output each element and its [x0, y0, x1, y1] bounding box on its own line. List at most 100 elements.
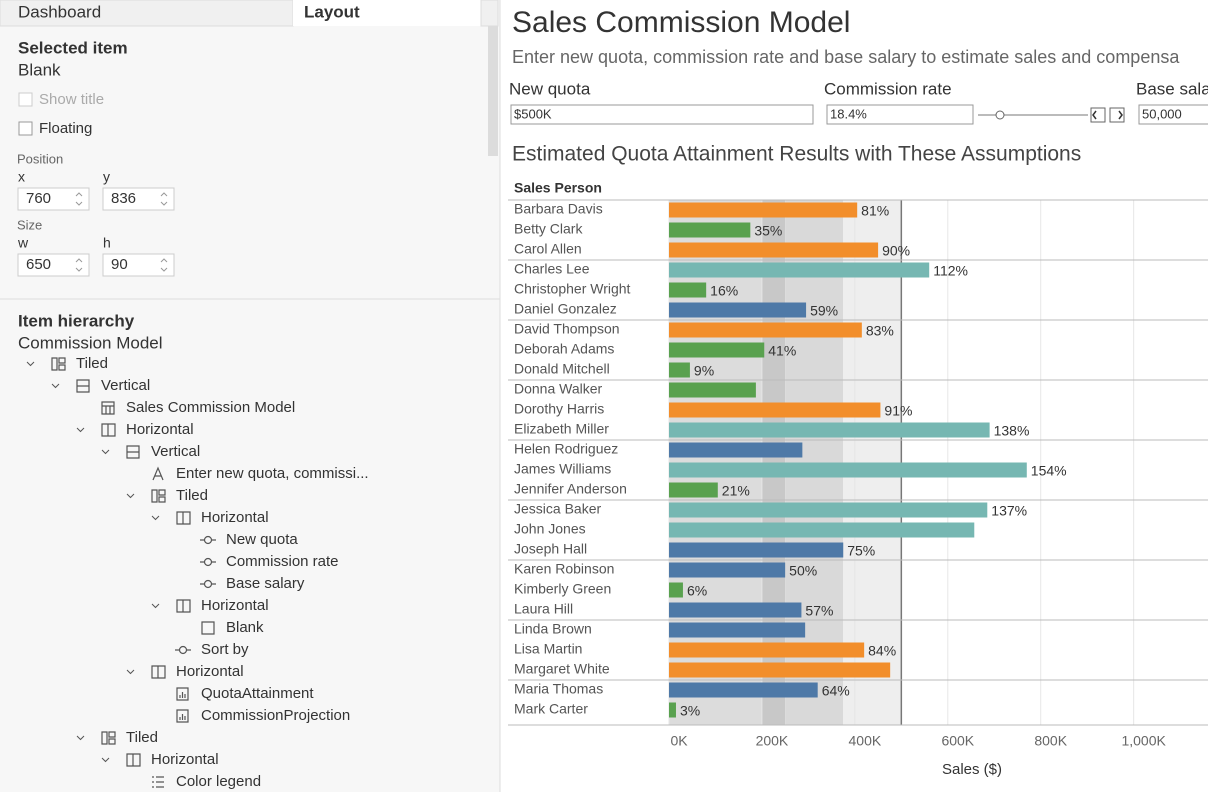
- bar[interactable]: [669, 682, 818, 698]
- tree-item[interactable]: Blank: [226, 619, 264, 636]
- category-label[interactable]: Carol Allen: [514, 241, 582, 257]
- bar[interactable]: [669, 342, 765, 358]
- step-button[interactable]: [1109, 107, 1125, 123]
- chevron[interactable]: [151, 603, 160, 609]
- tree-item[interactable]: Vertical: [101, 377, 150, 394]
- bar[interactable]: [669, 242, 879, 258]
- tree-item[interactable]: QuotaAttainment: [201, 685, 314, 702]
- input-box[interactable]: [1138, 104, 1208, 125]
- tree-item[interactable]: Tiled: [126, 729, 158, 746]
- category-label[interactable]: Mark Carter: [514, 701, 588, 717]
- category-label[interactable]: Donna Walker: [514, 381, 603, 397]
- bar[interactable]: [669, 222, 751, 238]
- category-label[interactable]: Karen Robinson: [514, 561, 614, 577]
- bar[interactable]: [669, 322, 862, 338]
- category-label[interactable]: Laura Hill: [514, 601, 573, 617]
- category-label[interactable]: Betty Clark: [514, 221, 583, 237]
- bar[interactable]: [669, 262, 930, 278]
- bar[interactable]: [669, 522, 975, 538]
- bar[interactable]: [669, 362, 690, 378]
- input-box[interactable]: [510, 104, 814, 125]
- tab[interactable]: Layout: [304, 2, 360, 21]
- bar[interactable]: [669, 402, 881, 418]
- spin-box[interactable]: [17, 253, 90, 277]
- category-label[interactable]: Maria Thomas: [514, 681, 603, 697]
- bar[interactable]: [669, 462, 1027, 478]
- spin-arrows[interactable]: [160, 258, 168, 272]
- category-label[interactable]: Deborah Adams: [514, 341, 614, 357]
- tree-item[interactable]: Horizontal: [176, 663, 244, 680]
- spin-arrows[interactable]: [160, 192, 168, 206]
- bar[interactable]: [669, 642, 865, 658]
- chevron[interactable]: [101, 757, 110, 763]
- tab[interactable]: Dashboard: [18, 2, 101, 21]
- spin-arrows[interactable]: [75, 258, 83, 272]
- bar[interactable]: [669, 422, 990, 438]
- category-label[interactable]: John Jones: [514, 521, 586, 537]
- slider-knob[interactable]: [995, 110, 1005, 120]
- tree-item[interactable]: Vertical: [151, 443, 200, 460]
- tree-item[interactable]: Commission rate: [226, 553, 339, 570]
- category-label[interactable]: Christopher Wright: [514, 281, 631, 297]
- chevron[interactable]: [126, 493, 135, 499]
- tree-item[interactable]: Sort by: [201, 641, 249, 658]
- tree-item[interactable]: Horizontal: [126, 421, 194, 438]
- bar[interactable]: [669, 202, 858, 218]
- category-label[interactable]: Daniel Gonzalez: [514, 301, 617, 317]
- category-label[interactable]: Lisa Martin: [514, 641, 582, 657]
- tree-item[interactable]: Horizontal: [151, 751, 219, 768]
- category-label[interactable]: Dorothy Harris: [514, 401, 604, 417]
- category-label[interactable]: Helen Rodriguez: [514, 441, 618, 457]
- bar[interactable]: [669, 482, 718, 498]
- bar[interactable]: [669, 502, 988, 518]
- category-label[interactable]: David Thompson: [514, 321, 620, 337]
- spin-box[interactable]: [102, 187, 175, 211]
- category-label[interactable]: Joseph Hall: [514, 541, 587, 557]
- tree-item[interactable]: Sales Commission Model: [126, 399, 295, 416]
- category-label[interactable]: Charles Lee: [514, 261, 590, 277]
- bar[interactable]: [669, 302, 807, 318]
- spin-box[interactable]: [102, 253, 175, 277]
- bar[interactable]: [669, 702, 676, 718]
- category-label[interactable]: Jennifer Anderson: [514, 481, 627, 497]
- category-label[interactable]: Margaret White: [514, 661, 610, 677]
- chevron[interactable]: [76, 735, 85, 741]
- tree-item[interactable]: Enter new quota, commissi...: [176, 465, 369, 482]
- chevron[interactable]: [26, 361, 35, 367]
- scrollbar[interactable]: [488, 26, 498, 156]
- checkbox[interactable]: [18, 121, 33, 136]
- bar[interactable]: [669, 282, 707, 298]
- tree-item[interactable]: Tiled: [176, 487, 208, 504]
- tree-item[interactable]: Base salary: [226, 575, 305, 592]
- spin-box[interactable]: [17, 187, 90, 211]
- step-button[interactable]: [1090, 107, 1106, 123]
- input-value[interactable]: $500K: [514, 106, 552, 121]
- tree-item[interactable]: Color legend: [176, 773, 261, 790]
- chevron[interactable]: [76, 427, 85, 433]
- tree-item[interactable]: Horizontal: [201, 597, 269, 614]
- chevron[interactable]: [51, 383, 60, 389]
- tree-item[interactable]: New quota: [226, 531, 298, 548]
- input-box[interactable]: [826, 104, 974, 125]
- category-label[interactable]: Jessica Baker: [514, 501, 601, 517]
- chevron[interactable]: [126, 669, 135, 675]
- bar[interactable]: [669, 442, 803, 458]
- spin-arrows[interactable]: [75, 192, 83, 206]
- bar[interactable]: [669, 382, 756, 398]
- input-value[interactable]: 50,000: [1142, 106, 1182, 121]
- category-label[interactable]: Kimberly Green: [514, 581, 611, 597]
- category-label[interactable]: Barbara Davis: [514, 201, 603, 217]
- input-value[interactable]: 18.4%: [830, 106, 867, 121]
- bar[interactable]: [669, 602, 802, 618]
- bar[interactable]: [669, 562, 786, 578]
- category-label[interactable]: Linda Brown: [514, 621, 592, 637]
- bar[interactable]: [669, 662, 891, 678]
- chevron[interactable]: [101, 449, 110, 455]
- checkbox[interactable]: [18, 92, 33, 107]
- category-label[interactable]: Donald Mitchell: [514, 361, 610, 377]
- category-label[interactable]: Elizabeth Miller: [514, 421, 609, 437]
- chevron[interactable]: [151, 515, 160, 521]
- tree-item[interactable]: Horizontal: [201, 509, 269, 526]
- tab-menu[interactable]: [480, 0, 499, 27]
- tree-item[interactable]: Tiled: [76, 355, 108, 372]
